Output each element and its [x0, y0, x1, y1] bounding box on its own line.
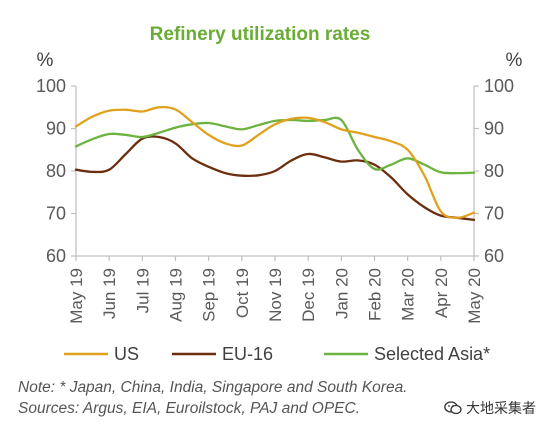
x-tick-label: Jul 19	[133, 268, 152, 313]
y-tick-label-left: 70	[46, 204, 66, 224]
x-tick-labels: May 19 Jun 19 Jul 19 Aug 19 Sep 19 Oct 19 Nov …	[67, 268, 484, 324]
series-line-eu-16	[74, 135, 476, 222]
x-tick-label: Dec 19	[299, 268, 318, 322]
y-axis-label-right: %	[506, 50, 523, 71]
x-tick-label: Apr 20	[432, 268, 451, 318]
legend-label-selected-asia: Selected Asia*	[374, 344, 490, 364]
y-tick-label-left: 90	[46, 119, 66, 139]
series-line-selected-asia	[74, 116, 476, 175]
legend-label-eu-16: EU-16	[222, 344, 273, 364]
y-tick-label-left: 60	[46, 246, 66, 266]
y-tick-label-left: 100	[36, 76, 66, 96]
note-line: Note: * Japan, China, India, Singapore a…	[18, 379, 408, 396]
sources-line: Sources: Argus, EIA, Euroilstock, PAJ an…	[18, 400, 360, 417]
x-tick-label: Jun 19	[100, 268, 119, 319]
y-tick-label-right: 100	[484, 76, 514, 96]
chart-title: Refinery utilization rates	[150, 24, 371, 45]
y-axis-label-left: %	[37, 50, 54, 71]
x-tick-label: Oct 19	[233, 268, 252, 318]
x-tick-label: Aug 19	[167, 268, 186, 322]
x-tick-label: Mar 20	[399, 268, 418, 321]
x-tick-label: Nov 19	[266, 268, 285, 322]
watermark: 大地采集者	[444, 398, 536, 418]
y-tick-label-left: 80	[46, 161, 66, 181]
x-tick-label: May 20	[465, 268, 484, 324]
y-tick-label-right: 90	[484, 119, 504, 139]
axes: 60 60 70 70 80 80 90 90 100 100	[36, 76, 514, 266]
y-tick-label-right: 80	[484, 161, 504, 181]
x-tick-label: Sep 19	[200, 268, 219, 322]
series-layer	[74, 105, 476, 222]
y-tick-label-right: 70	[484, 204, 504, 224]
legend: US EU-16 Selected Asia*	[64, 344, 490, 364]
x-tick-label: May 19	[67, 268, 86, 324]
y-tick-label-right: 60	[484, 246, 504, 266]
legend-label-us: US	[114, 344, 139, 364]
x-tick-label: Jan 20	[332, 268, 351, 319]
series-line-us	[74, 105, 476, 219]
watermark-text: 大地采集者	[466, 400, 536, 416]
x-tick-label: Feb 20	[366, 268, 385, 321]
wechat-icon	[444, 401, 462, 415]
